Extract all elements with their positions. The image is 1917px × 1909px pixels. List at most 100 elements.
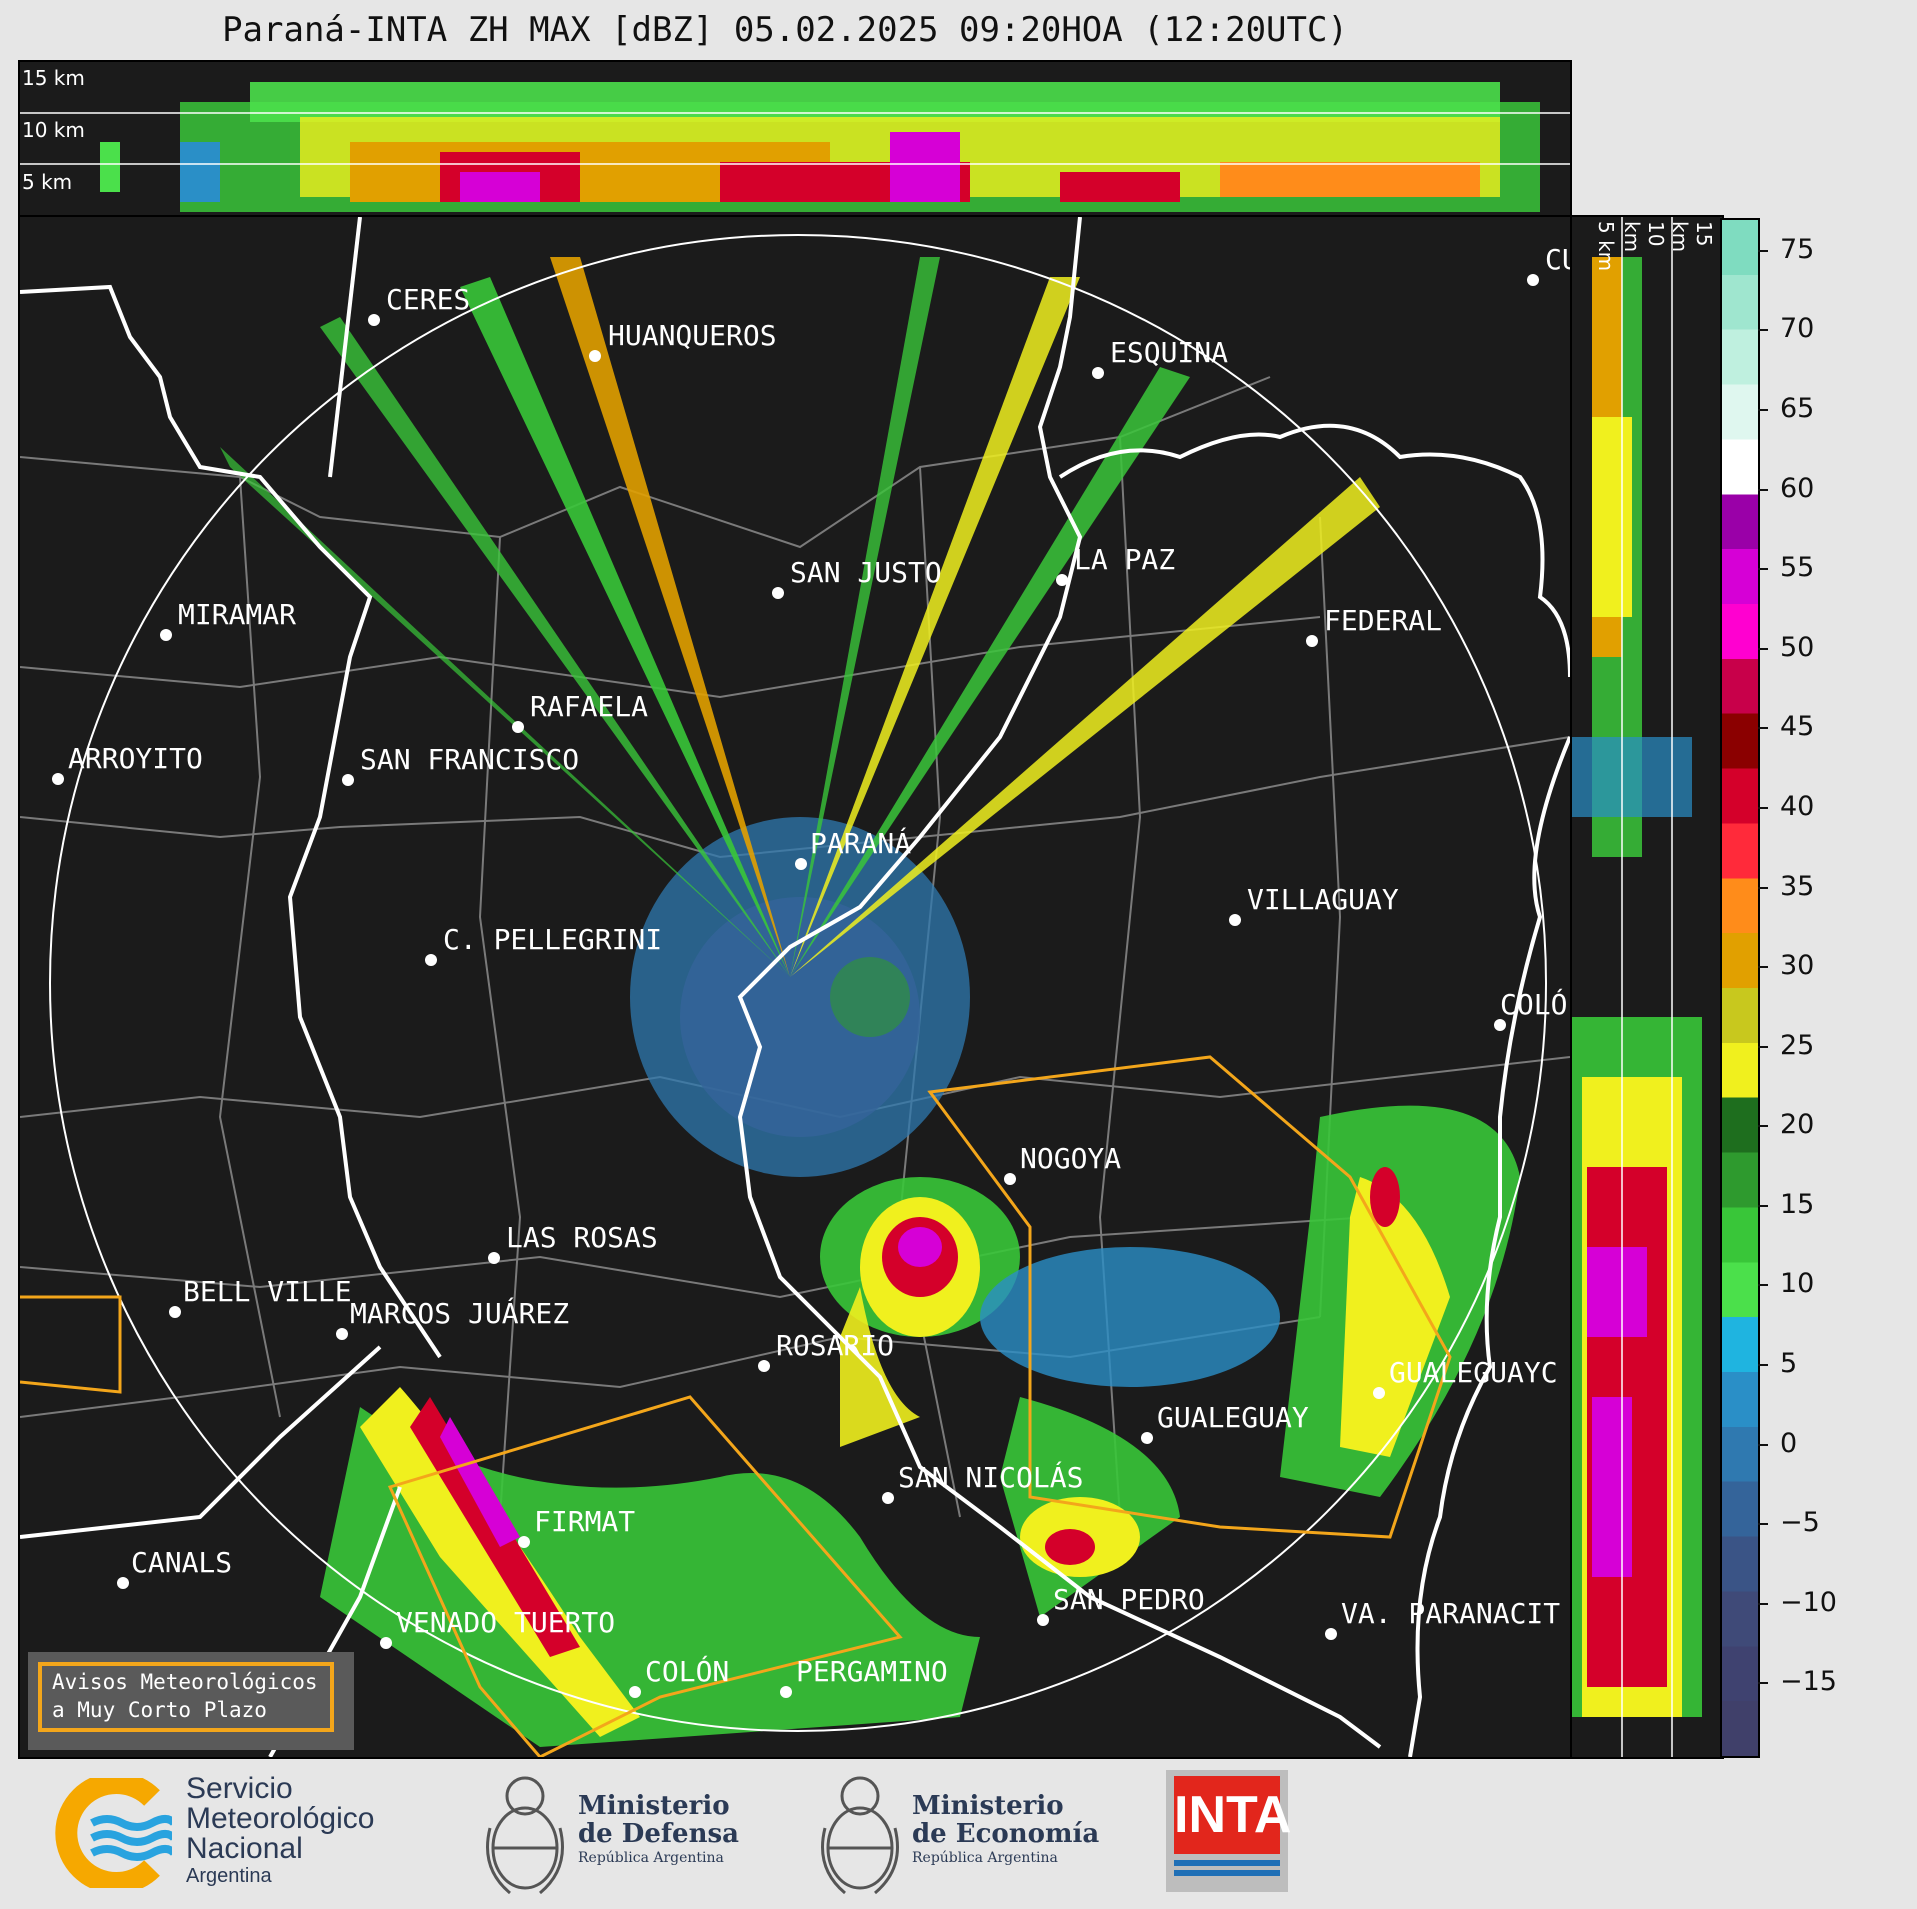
coat-of-arms-icon — [821, 1776, 899, 1895]
top-profile-echoes — [20, 82, 1570, 212]
smn-name-line2: Meteorológico — [186, 1802, 375, 1835]
colorbar-tick-mark — [1758, 806, 1768, 809]
city-label: LAS ROSAS — [506, 1221, 658, 1254]
colorbar-tick-label: 45 — [1780, 711, 1815, 743]
logo-strip: Servicio Meteorológico Nacional Argentin… — [0, 1758, 1917, 1909]
city-label: BELL VILLE — [183, 1275, 352, 1308]
warning-legend: Avisos Meteorológicos a Muy Corto Plazo — [28, 1652, 354, 1750]
top-height-profile: 15 km 10 km 5 km — [18, 60, 1572, 219]
colorbar-tick-mark — [1758, 1204, 1768, 1207]
smn-name-line1: Servicio — [186, 1772, 293, 1805]
side-profile-echoes — [1572, 217, 1702, 1757]
colorbar-tick-mark — [1758, 886, 1768, 889]
radar-range-ring — [49, 234, 1547, 1732]
city-label: COLÓ — [1500, 987, 1567, 1021]
colorbar-tick-label: 0 — [1780, 1427, 1798, 1459]
colorbar-tick-label: −15 — [1780, 1666, 1837, 1698]
city-label: PERGAMINO — [796, 1655, 948, 1688]
smn-name-line4: Argentina — [186, 1865, 272, 1887]
city-label: NOGOYA — [1020, 1142, 1121, 1175]
colorbar-tick-mark — [1758, 329, 1768, 332]
city-label: FIRMAT — [534, 1505, 635, 1538]
colorbar-tick-label: 70 — [1780, 313, 1815, 345]
inta-logo-text: INTA — [1174, 1776, 1291, 1854]
economia-line1: Ministerio — [912, 1791, 1064, 1821]
smn-logo-icon — [55, 1778, 172, 1888]
colorbar-tick-mark — [1758, 1125, 1768, 1128]
colorbar-tick-label: 15 — [1780, 1188, 1815, 1220]
colorbar-tick-label: 30 — [1780, 950, 1815, 982]
city-markers: CERES HUANQUEROS ESQUINA CU SAN JUSTO LA… — [52, 243, 1570, 1698]
colorbar-tick-label: 20 — [1780, 1109, 1815, 1141]
city-label: HUANQUEROS — [608, 319, 777, 352]
height-label-5km: 5 km — [1594, 221, 1618, 272]
city-label: GUALEGUAYC — [1389, 1356, 1558, 1389]
city-label: SAN PEDRO — [1053, 1583, 1205, 1616]
colorbar-tick-label: 25 — [1780, 1029, 1815, 1061]
colorbar-tick-mark — [1758, 1443, 1768, 1446]
colorbar-tick-label: 50 — [1780, 631, 1815, 663]
colorbar-tick-mark — [1758, 1523, 1768, 1526]
height-label-5km: 5 km — [22, 170, 73, 194]
city-label: GUALEGUAY — [1157, 1401, 1309, 1434]
city-label: MARCOS JUÁREZ — [350, 1296, 569, 1330]
colorbar-tick-mark — [1758, 1682, 1768, 1685]
colorbar-tick-mark — [1758, 966, 1768, 969]
city-label: SAN FRANCISCO — [360, 743, 579, 776]
defensa-line2: de Defensa — [578, 1819, 739, 1849]
colorbar-tick-label: −5 — [1780, 1507, 1820, 1539]
side-height-profile: 5 km 10 km 15 km — [1570, 215, 1724, 1759]
city-label: VENADO TUERTO — [396, 1606, 615, 1639]
colorbar-tick-mark — [1758, 249, 1768, 252]
warning-legend-line1: Avisos Meteorológicos — [52, 1670, 318, 1694]
warning-legend-line2: a Muy Corto Plazo — [52, 1698, 267, 1722]
city-label: ARROYITO — [68, 742, 203, 775]
height-label-10km: 10 km — [1620, 221, 1668, 253]
defensa-line3: República Argentina — [578, 1850, 724, 1866]
colorbar-tick-mark — [1758, 647, 1768, 650]
colorbar-tick-label: 55 — [1780, 552, 1815, 584]
city-label: FEDERAL — [1324, 604, 1442, 637]
radar-echoes — [220, 257, 1520, 1747]
city-label: LA PAZ — [1074, 543, 1175, 576]
colorbar-tick-label: 65 — [1780, 393, 1815, 424]
city-label: MIRAMAR — [178, 598, 296, 631]
height-label-10km: 10 km — [22, 118, 85, 142]
city-label: SAN JUSTO — [790, 556, 942, 589]
colorbar-tick-label: 10 — [1780, 1268, 1815, 1300]
colorbar-tick-label: 60 — [1780, 472, 1815, 504]
city-label: VA. PARANACIT — [1341, 1597, 1560, 1630]
warning-legend-frame: Avisos Meteorológicos a Muy Corto Plazo — [38, 1662, 334, 1732]
city-label: SAN NICOLÁS — [898, 1460, 1083, 1494]
colorbar-tick-mark — [1758, 409, 1768, 411]
height-label-15km: 15 km — [1668, 221, 1716, 253]
city-label: CERES — [386, 283, 470, 316]
colorbar-tick-mark — [1758, 1284, 1768, 1287]
chart-title: Paraná-INTA ZH MAX [dBZ] 05.02.2025 09:2… — [222, 10, 1348, 50]
colorbar-tick-label: −10 — [1780, 1586, 1837, 1618]
radar-map[interactable]: CERES HUANQUEROS ESQUINA CU SAN JUSTO LA… — [18, 215, 1572, 1759]
colorbar-tick-label: 75 — [1780, 233, 1815, 265]
colorbar-tick-mark — [1758, 568, 1768, 571]
height-label-15km: 15 km — [22, 66, 85, 90]
warning-polygons[interactable] — [20, 1055, 1452, 1757]
coat-of-arms-icon — [486, 1776, 564, 1895]
city-label: COLÓN — [645, 1654, 729, 1688]
inta-logo: INTA — [1166, 1770, 1291, 1892]
city-label: PARANÁ — [810, 826, 911, 860]
city-label: CANALS — [131, 1546, 232, 1579]
colorbar-tick-mark — [1758, 1045, 1768, 1048]
defensa-line1: Ministerio — [578, 1791, 730, 1821]
city-label: VILLAGUAY — [1247, 883, 1399, 916]
colorbar-tick-mark — [1758, 1364, 1768, 1367]
city-label: RAFAELA — [530, 690, 648, 723]
colorbar-tick-mark — [1758, 1602, 1768, 1605]
colorbar-tick-mark — [1758, 727, 1768, 730]
radar-map-canvas: CERES HUANQUEROS ESQUINA CU SAN JUSTO LA… — [20, 217, 1570, 1757]
colorbar-tick-label: 35 — [1780, 870, 1815, 902]
colorbar-tick-mark — [1758, 488, 1768, 491]
city-label: CU — [1545, 243, 1570, 276]
city-label: C. PELLEGRINI — [443, 923, 662, 956]
colorbar-tick-label: 5 — [1780, 1348, 1798, 1380]
colorbar-tick-label: 40 — [1780, 790, 1815, 822]
